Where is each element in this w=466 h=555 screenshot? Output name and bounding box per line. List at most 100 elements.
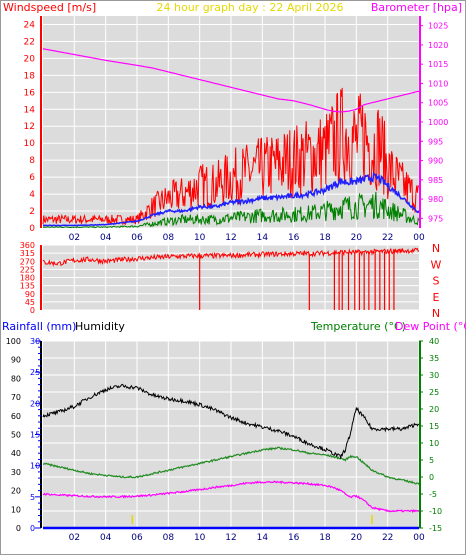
- humidity-tick-label: 20: [11, 487, 21, 496]
- humidity-axis-title: Humidity: [75, 320, 125, 333]
- humidity-tick-label: 70: [11, 393, 21, 402]
- direction-tick-label: 90: [25, 290, 35, 299]
- temperature-tick-label: 10: [429, 439, 439, 448]
- x-tick-label: 10: [194, 533, 206, 543]
- compass-label: E: [433, 291, 440, 304]
- x-tick-label: 04: [100, 533, 112, 543]
- temperature-tick-label: 30: [429, 371, 439, 380]
- barometer-tick-label: 975: [428, 214, 443, 223]
- barometer-tick-label: 1000: [428, 118, 448, 127]
- barometer-tick-label: 1010: [428, 79, 448, 88]
- windspeed-tick-label: 16: [24, 88, 36, 98]
- temperature-tick-label: 15: [429, 422, 439, 431]
- x-tick-label: 22: [382, 233, 393, 243]
- rainfall-tick-label: 0: [30, 524, 35, 533]
- x-tick-label: 16: [288, 233, 300, 243]
- temperature-tick-label: 0: [429, 473, 434, 482]
- temperature-tick-label: -10: [429, 507, 442, 516]
- humidity-tick-label: 10: [11, 505, 21, 514]
- temperature-tick-label: 5: [429, 456, 434, 465]
- gust-series-line: [42, 87, 420, 226]
- low-wind-series-line: [42, 191, 420, 229]
- rain-humidity-temperature-panel: 02 04 06 08 10 12 14 16 18 20 22 00 -15-10-50510152…: [6, 337, 442, 543]
- direction-tick-label: 315: [20, 249, 35, 258]
- windspeed-tick-label: 2: [29, 207, 35, 217]
- temperature-tick-label: -15: [429, 524, 442, 533]
- compass-label: W: [431, 258, 442, 271]
- direction-tick-label: 225: [20, 265, 35, 274]
- barometer-tick-label: 1005: [428, 99, 448, 108]
- x-tick-label: 06: [131, 533, 143, 543]
- rainfall-tick-label: 5: [30, 493, 35, 502]
- barometer-tick-label: 995: [428, 137, 443, 146]
- temperature-series-line: [42, 446, 420, 485]
- x-tick-label: 06: [131, 233, 143, 243]
- barometer-tick-label: 980: [428, 195, 443, 204]
- windspeed-tick-label: 10: [24, 139, 36, 149]
- x-tick-label: 12: [225, 233, 236, 243]
- windspeed-axis-title: Windspeed [m/s]: [3, 1, 96, 14]
- dewpoint-axis-title: Dew Point (°C): [395, 320, 466, 333]
- temperature-axis-title: Temperature (°C): [310, 320, 406, 333]
- x-tick-label: 18: [319, 533, 331, 543]
- direction-tick-label: 0: [30, 306, 35, 315]
- barometer-series-line: [42, 48, 420, 113]
- dewpoint-series-line: [42, 480, 420, 514]
- x-tick-label: 08: [163, 533, 175, 543]
- x-tick-label: 00: [413, 233, 425, 243]
- x-tick-label: 02: [69, 233, 80, 243]
- barometer-tick-label: 990: [428, 157, 443, 166]
- x-tick-label: 22: [382, 533, 393, 543]
- temperature-tick-label: 20: [429, 405, 439, 414]
- windspeed-tick-label: 18: [24, 71, 36, 81]
- windspeed-tick-label: 4: [29, 190, 35, 200]
- barometer-tick-label: 1025: [428, 22, 448, 31]
- x-tick-label: 12: [225, 533, 236, 543]
- temperature-tick-label: 35: [429, 354, 439, 363]
- temperature-tick-label: 25: [429, 388, 439, 397]
- humidity-tick-label: 100: [6, 337, 21, 346]
- graph-title: 24 hour graph day : 22 April 2026: [157, 1, 344, 14]
- temperature-tick-label: -5: [429, 490, 437, 499]
- temperature-tick-label: 40: [429, 337, 439, 346]
- direction-tick-label: 45: [25, 298, 35, 307]
- x-tick-label: 16: [288, 533, 300, 543]
- average-wind-series-line: [42, 171, 420, 227]
- humidity-tick-label: 0: [16, 524, 21, 533]
- wind-barometer-panel: 02 04 06 08 10 12 14 16 18 20 22 00 024681012141618…: [24, 16, 448, 243]
- x-tick-label: 14: [257, 233, 269, 243]
- barometer-tick-label: 1020: [428, 41, 448, 50]
- direction-tick-label: 270: [20, 257, 35, 266]
- direction-tick-label: 180: [20, 274, 35, 283]
- x-tick-label: 20: [351, 233, 363, 243]
- rainfall-axis-title: Rainfall (mm): [2, 320, 76, 333]
- x-tick-label: 20: [351, 533, 363, 543]
- windspeed-tick-label: 24: [24, 20, 36, 30]
- windspeed-tick-label: 8: [29, 156, 35, 166]
- humidity-tick-label: 40: [11, 449, 21, 458]
- direction-tick-label: 360: [20, 241, 35, 250]
- barometer-tick-label: 985: [428, 176, 443, 185]
- wind-direction-line: [42, 247, 420, 268]
- x-tick-label: 10: [194, 233, 206, 243]
- humidity-series-line: [42, 383, 420, 460]
- humidity-tick-label: 50: [11, 431, 21, 440]
- x-tick-label: 02: [69, 533, 80, 543]
- x-tick-label: 08: [163, 233, 175, 243]
- windspeed-tick-label: 0: [29, 224, 35, 234]
- x-tick-label: 04: [100, 233, 112, 243]
- barometer-axis-title: Barometer [hpa]: [371, 1, 462, 14]
- windspeed-tick-label: 6: [29, 173, 35, 183]
- humidity-tick-label: 80: [11, 374, 21, 383]
- compass-label: N: [432, 307, 440, 320]
- humidity-tick-label: 30: [11, 468, 21, 477]
- compass-label: N: [432, 242, 440, 255]
- direction-tick-label: 135: [20, 282, 35, 291]
- windspeed-tick-label: 14: [24, 105, 36, 115]
- x-tick-label: 14: [257, 533, 269, 543]
- x-tick-label: 18: [319, 233, 331, 243]
- windspeed-tick-label: 22: [24, 37, 35, 47]
